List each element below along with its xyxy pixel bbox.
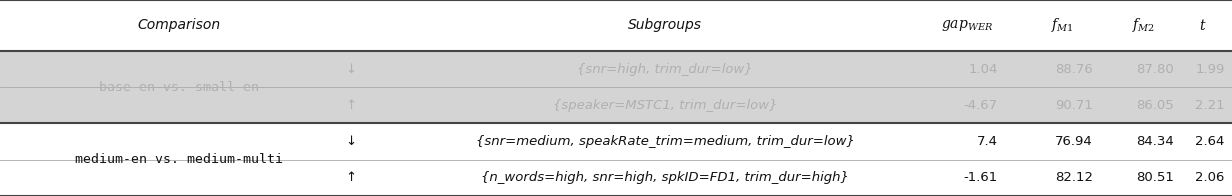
Text: 1.04: 1.04: [968, 63, 998, 76]
Text: 2.64: 2.64: [1195, 135, 1225, 148]
Bar: [0, 123, 1232, 196]
Text: -1.61: -1.61: [963, 171, 998, 184]
Text: $f_{M2}$: $f_{M2}$: [1132, 16, 1154, 34]
Text: Subgroups: Subgroups: [628, 18, 702, 33]
Text: ↓: ↓: [345, 63, 357, 76]
Text: 76.94: 76.94: [1055, 135, 1093, 148]
Text: 2.21: 2.21: [1195, 99, 1225, 112]
Text: {speaker=MSTC1, trim_dur=low}: {speaker=MSTC1, trim_dur=low}: [553, 99, 777, 112]
Text: $gap_{WER}$: $gap_{WER}$: [941, 18, 993, 33]
Text: {n_words=high, snr=high, spkID=FD1, trim_dur=high}: {n_words=high, snr=high, spkID=FD1, trim…: [482, 171, 849, 184]
Bar: [0, 51, 1232, 123]
Text: Comparison: Comparison: [137, 18, 221, 33]
Text: 90.71: 90.71: [1055, 99, 1093, 112]
Text: -4.67: -4.67: [963, 99, 998, 112]
Text: 1.99: 1.99: [1195, 63, 1225, 76]
Text: 84.34: 84.34: [1136, 135, 1174, 148]
Text: ↑: ↑: [345, 99, 357, 112]
Text: 87.80: 87.80: [1136, 63, 1174, 76]
Text: base-en vs. small-en: base-en vs. small-en: [99, 81, 259, 94]
Bar: [0, 0, 1232, 51]
Text: {snr=high, trim_dur=low}: {snr=high, trim_dur=low}: [578, 63, 753, 76]
Text: 82.12: 82.12: [1055, 171, 1093, 184]
Text: ↑: ↑: [345, 171, 357, 184]
Text: $t$: $t$: [1199, 18, 1206, 33]
Text: 2.06: 2.06: [1195, 171, 1225, 184]
Text: ↓: ↓: [345, 135, 357, 148]
Text: 7.4: 7.4: [977, 135, 998, 148]
Text: 86.05: 86.05: [1136, 99, 1174, 112]
Text: {snr=medium, speakRate_trim=medium, trim_dur=low}: {snr=medium, speakRate_trim=medium, trim…: [476, 135, 855, 148]
Text: 88.76: 88.76: [1055, 63, 1093, 76]
Text: $f_{M1}$: $f_{M1}$: [1051, 16, 1073, 34]
Text: 80.51: 80.51: [1136, 171, 1174, 184]
Text: medium-en vs. medium-multi: medium-en vs. medium-multi: [75, 153, 282, 166]
